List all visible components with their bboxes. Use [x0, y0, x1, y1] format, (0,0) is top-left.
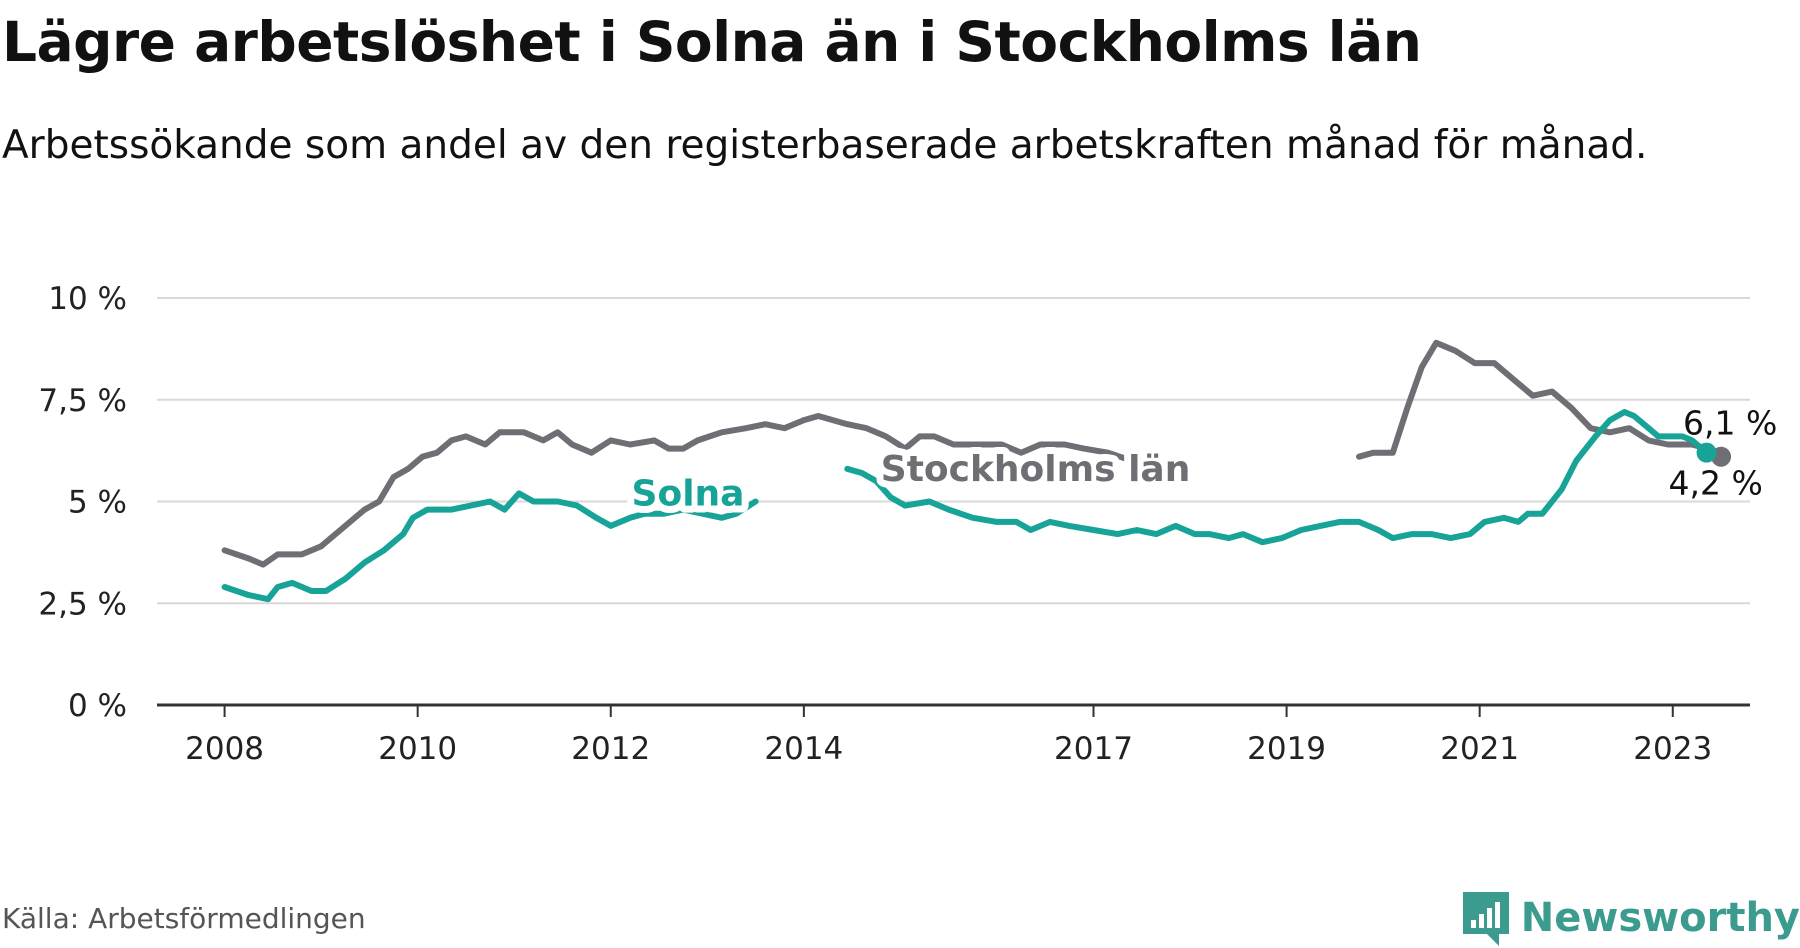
brand-logo: Newsworthy [1461, 888, 1800, 948]
end-value-label-stockholms-län: 6,1 % [1683, 404, 1777, 443]
x-tick-label: 2010 [378, 731, 457, 767]
x-tick-label: 2023 [1633, 731, 1712, 767]
x-axis-ticks: 2008 2010 2012 2014 2017 2019 2021 2023 [185, 705, 1712, 767]
x-tick-label: 2021 [1440, 731, 1519, 767]
y-axis-ticks: 0 % 2,5 % 5 % 7,5 % 10 % [38, 281, 127, 724]
series-label-halo-solna: Solna [632, 473, 745, 514]
y-tick-label: 10 % [48, 281, 127, 317]
end-value-label-solna: 4,2 % [1669, 464, 1763, 503]
x-tick-label: 2019 [1247, 731, 1326, 767]
chart-title: Lägre arbetslöshet i Solna än i Stockhol… [2, 10, 1422, 74]
series-line-solna [221, 490, 759, 603]
series-label-solna: Solna [632, 473, 745, 514]
series-label-stockholms-län: Stockholms län [881, 449, 1191, 490]
gridlines [157, 297, 1750, 707]
brand-name: Newsworthy [1520, 895, 1800, 941]
x-tick-label: 2012 [571, 731, 650, 767]
source-note: Källa: Arbetsförmedlingen [2, 902, 366, 935]
series-line-stockholms-län [1356, 339, 1724, 460]
series-line-solna [844, 409, 1710, 546]
series-label-halo-stockholms-län: Stockholms län [881, 449, 1191, 490]
end-point-solna [1696, 442, 1717, 463]
chart-area: 0 % 2,5 % 5 % 7,5 % 10 % 2008 2010 2012 2014 201… [38, 281, 1778, 767]
x-tick-label: 2017 [1054, 731, 1133, 767]
series-lines [221, 339, 1732, 603]
x-tick-label: 2014 [764, 731, 843, 767]
y-tick-label: 5 % [68, 485, 127, 521]
x-tick-label: 2008 [185, 731, 264, 767]
newsworthy-icon [1462, 892, 1509, 946]
series-line-stockholms-län [221, 413, 1136, 568]
chart-subtitle: Arbetssökande som andel av den registerb… [2, 123, 1648, 168]
y-tick-label: 2,5 % [38, 586, 127, 622]
y-tick-label: 0 % [68, 688, 127, 724]
y-tick-label: 7,5 % [38, 383, 127, 419]
